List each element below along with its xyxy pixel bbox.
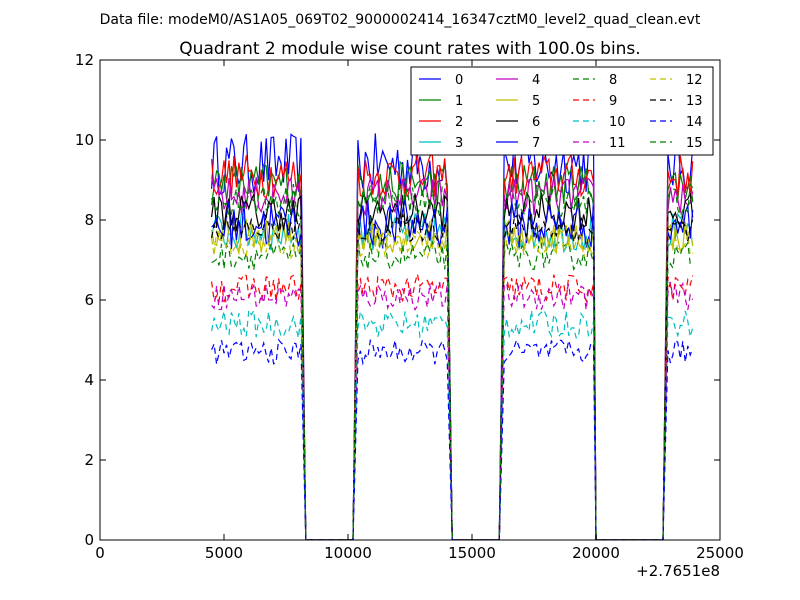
y-tick-label: 0 [84,531,94,549]
series-line-13 [211,213,694,540]
legend-label-4: 4 [532,73,540,88]
series-line-9 [211,273,694,540]
legend-box [410,66,714,156]
suptitle: Data file: modeM0/AS1A05_069T02_90000024… [100,12,701,28]
legend-label-10: 10 [609,115,626,130]
series-line-12 [211,228,694,540]
series-line-2 [211,152,694,540]
y-tick-label: 10 [75,131,94,149]
series-line-8 [211,240,694,540]
x-tick-label: 10000 [324,544,372,562]
legend-label-9: 9 [609,94,617,109]
legend-label-13: 13 [686,94,703,109]
series-line-15 [211,182,694,540]
y-tick-label: 2 [84,451,94,469]
chart-title: Quadrant 2 module wise count rates with … [179,39,640,59]
legend-label-5: 5 [532,94,540,109]
plot-area [211,133,694,540]
legend-label-2: 2 [455,115,463,130]
legend-label-6: 6 [532,115,540,130]
series-line-7 [211,199,694,540]
series-line-6 [211,191,694,540]
y-tick-label: 12 [75,51,94,69]
legend-label-12: 12 [686,73,703,88]
series-line-5 [211,218,694,540]
legend-label-8: 8 [609,73,617,88]
legend-label-14: 14 [686,115,703,130]
legend-label-15: 15 [686,136,703,151]
x-tick-label: 15000 [448,544,496,562]
y-tick-label: 8 [84,211,94,229]
x-tick-label: 0 [95,544,105,562]
x-tick-label: 20000 [572,544,620,562]
y-tick-label: 6 [84,291,94,309]
legend-label-7: 7 [532,136,540,151]
x-tick-label: 5000 [205,544,243,562]
series-line-0 [211,133,694,540]
legend-label-1: 1 [455,94,463,109]
series-line-4 [211,176,694,540]
x-tick-label: 25000 [696,544,744,562]
series-line-14 [211,338,694,540]
series-line-11 [211,281,694,540]
legend-label-11: 11 [609,136,626,151]
legend-label-3: 3 [455,136,463,151]
legend-label-0: 0 [455,73,463,88]
series-line-3 [211,210,694,540]
y-tick-label: 4 [84,371,94,389]
series-line-10 [211,308,694,540]
x-offset-label: +2.7651e8 [636,562,720,580]
